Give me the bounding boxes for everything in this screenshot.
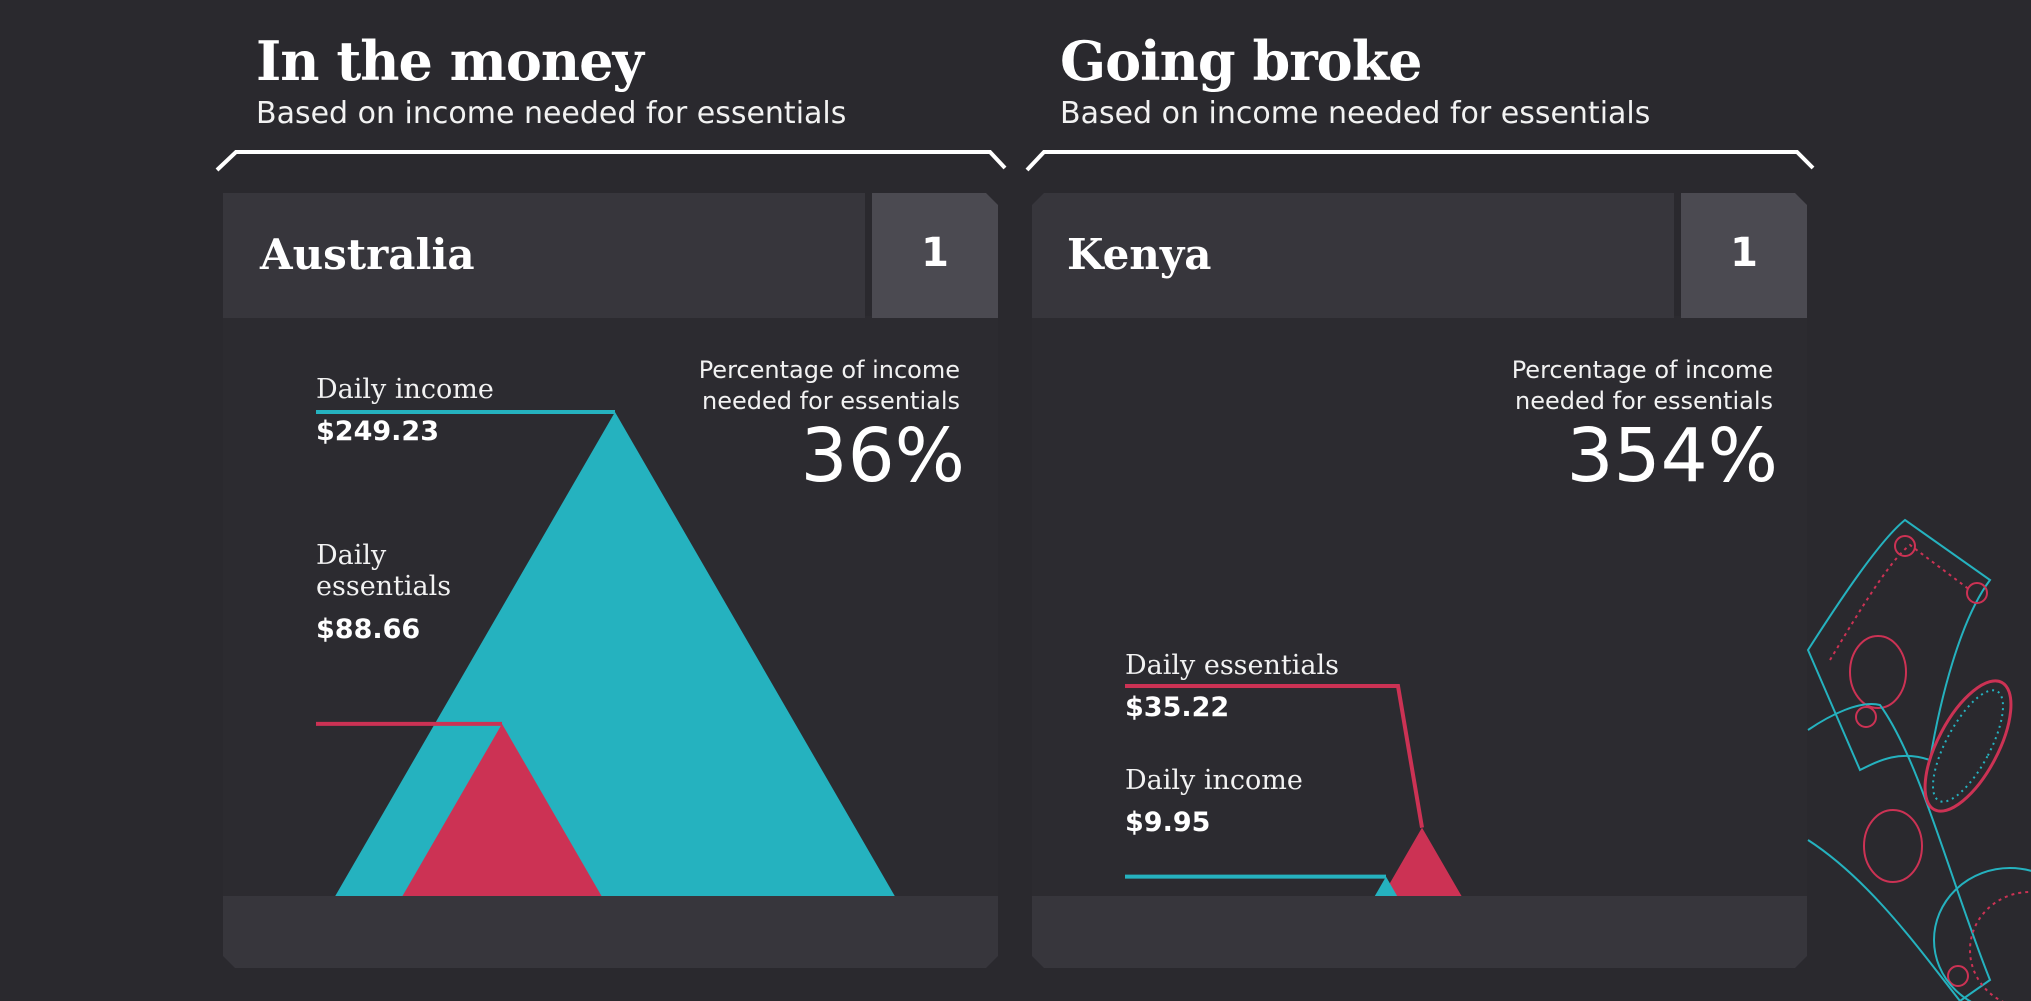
series-label-income: Daily income [316,374,494,405]
country-name: Australia [260,230,475,279]
percentage-label: Percentage of income needed for essentia… [1511,356,1773,415]
card-footer [1032,896,1807,968]
bracket-right [1025,150,1815,172]
triangle-essentials [402,723,602,896]
card-kenya [1032,193,1807,968]
series-value-income: $249.23 [316,416,439,447]
section-title: In the money [256,29,644,93]
card-footer [223,896,998,968]
chart-kenya-triangles [1125,684,1462,896]
section-header-left: In the money Based on income needed for … [256,30,846,134]
section-subtitle: Based on income needed for essentials [1060,96,1651,131]
chart-australia-triangles [316,410,895,896]
rank-number: 1 [1730,230,1758,276]
series-value-essentials: $35.22 [1125,692,1230,723]
percentage-label: Percentage of income needed for essentia… [698,356,960,415]
money-illustration-icon [1806,518,2031,1001]
triangle-income [1374,876,1398,896]
series-value-income: $9.95 [1125,807,1211,838]
section-header-right: Going broke Based on income needed for e… [1060,30,1650,134]
card-header-corner [223,193,865,318]
series-label-essentials: Daily essentials [316,540,452,602]
rank-box [872,193,998,318]
percentage-value: 36% [800,413,965,499]
series-label-essentials: Daily essentials [1125,650,1339,681]
series-label-income: Daily income [1125,765,1303,796]
country-name: Kenya [1067,230,1212,279]
percentage-value: 354% [1566,413,1778,499]
card-body [1032,316,1807,968]
triangle-essentials [1382,827,1462,896]
section-title: Going broke [1060,29,1422,93]
bracket-left [215,150,1007,172]
series-value-essentials: $88.66 [316,614,421,645]
leader-line-essentials [1125,684,1424,828]
rank-number: 1 [921,230,949,276]
card-header-bg [1032,193,1674,318]
section-subtitle: Based on income needed for essentials [256,96,847,131]
rank-box [1681,193,1807,318]
